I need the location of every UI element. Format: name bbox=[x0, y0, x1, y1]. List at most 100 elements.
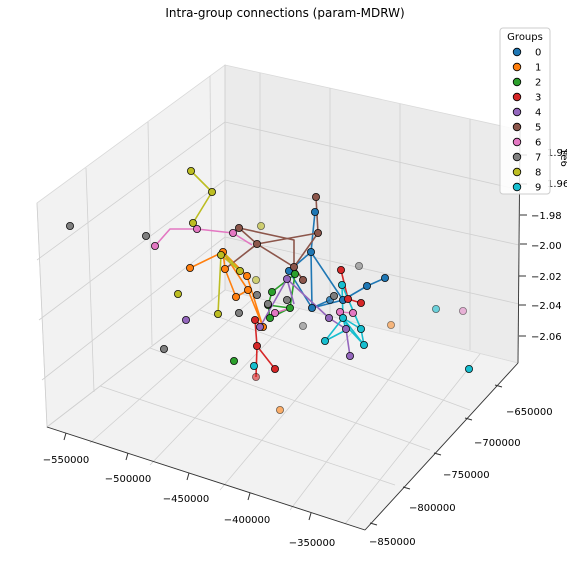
edge-group-1 bbox=[222, 251, 264, 328]
y-tick-label: −800000 bbox=[409, 503, 456, 514]
gridline bbox=[36, 202, 48, 428]
point-group-5 bbox=[289, 262, 298, 271]
z-axis-ticks: 1.94 1.96 −1.98 −2.00 −2.02 −2.04 −2.06 … bbox=[519, 148, 567, 343]
edge-group-0 bbox=[310, 251, 386, 301]
point-group-7 bbox=[263, 299, 272, 308]
edge-group-5 bbox=[224, 243, 258, 270]
y-tick-mark bbox=[433, 452, 442, 456]
y-axis-ticks: −650000 −700000 −750000 −800000 −850000 bbox=[369, 384, 553, 548]
point-group-9 bbox=[320, 336, 329, 345]
y-tick-label: −700000 bbox=[474, 438, 521, 449]
point-group-3 bbox=[270, 364, 279, 373]
point-group-7 bbox=[252, 290, 261, 299]
legend-marker-9 bbox=[512, 182, 522, 192]
y-axis-line bbox=[364, 362, 519, 531]
point-group-1 bbox=[243, 285, 252, 294]
point-group-4 bbox=[341, 324, 350, 333]
point-group-9 bbox=[338, 313, 347, 322]
edge-group-4 bbox=[286, 278, 351, 357]
legend-marker-0 bbox=[512, 47, 522, 57]
y-tick-label: −850000 bbox=[369, 537, 416, 548]
legend[interactable]: Groups 0 1 2 3 4 5 6 7 8 9 bbox=[499, 27, 551, 195]
z-tick-label: −2.00 bbox=[531, 241, 562, 252]
point-group-3 bbox=[251, 372, 260, 381]
point-group-2 bbox=[267, 287, 276, 296]
point-group-3 bbox=[356, 298, 365, 307]
point-group-5 bbox=[311, 192, 320, 201]
point-group-1 bbox=[275, 405, 284, 414]
point-group-6 bbox=[228, 228, 237, 237]
x-tick-mark bbox=[186, 472, 190, 481]
point-group-2 bbox=[265, 313, 274, 322]
x-tick-mark bbox=[247, 492, 251, 501]
gridline bbox=[85, 167, 95, 393]
edge-group-5 bbox=[238, 227, 295, 267]
legend-frame bbox=[499, 27, 551, 195]
legend-marker-2 bbox=[512, 77, 522, 87]
legend-marker-3 bbox=[512, 92, 522, 102]
point-group-5 bbox=[298, 275, 307, 284]
y-tick-mark bbox=[369, 522, 378, 526]
point-group-0 bbox=[306, 247, 315, 256]
edge-group-4 bbox=[286, 278, 295, 305]
edge-group-4 bbox=[259, 278, 288, 328]
point-group-2 bbox=[285, 303, 294, 312]
gridline bbox=[46, 289, 226, 428]
edge-group-8 bbox=[217, 254, 222, 315]
point-group-7 bbox=[234, 308, 243, 317]
point-group-4 bbox=[181, 315, 190, 324]
point-group-1 bbox=[242, 271, 251, 280]
z-tick-label: 1.96 bbox=[547, 179, 567, 190]
point-group-8 bbox=[235, 266, 244, 275]
gridline bbox=[209, 75, 213, 301]
edge-group-8 bbox=[222, 251, 241, 272]
point-group-9 bbox=[337, 280, 346, 289]
z-tick-label: −2.02 bbox=[531, 272, 562, 283]
point-group-4 bbox=[345, 351, 354, 360]
point-group-7 bbox=[329, 291, 338, 300]
x-tick-label: −550000 bbox=[43, 455, 90, 466]
z-tick-label: 1.94 bbox=[547, 148, 567, 159]
legend-label-0: 0 bbox=[535, 48, 541, 59]
point-group-2 bbox=[229, 356, 238, 365]
gridline bbox=[149, 307, 301, 466]
x-axis-line bbox=[46, 426, 366, 531]
point-group-8 bbox=[207, 187, 216, 196]
point-group-9 bbox=[249, 361, 258, 370]
gridline bbox=[149, 347, 431, 451]
point-group-5 bbox=[234, 223, 243, 232]
point-group-8 bbox=[173, 289, 182, 298]
gridline bbox=[38, 179, 226, 321]
point-group-0 bbox=[380, 273, 389, 282]
z-tick-label: −2.06 bbox=[531, 332, 562, 343]
point-group-1 bbox=[185, 263, 194, 272]
gridline bbox=[199, 309, 471, 411]
point-group-4 bbox=[282, 274, 291, 283]
z-tick-label: −1.98 bbox=[531, 211, 562, 222]
x-tick-mark bbox=[125, 452, 129, 461]
gridline bbox=[89, 296, 256, 444]
legend-label-8: 8 bbox=[535, 168, 541, 179]
gridline bbox=[147, 121, 153, 346]
point-group-2 bbox=[290, 269, 299, 278]
gridline bbox=[224, 179, 520, 246]
y-tick-mark bbox=[494, 384, 503, 388]
edge-group-9 bbox=[341, 284, 362, 330]
point-group-6 bbox=[458, 306, 467, 315]
point-group-5 bbox=[252, 239, 261, 248]
point-group-6 bbox=[348, 308, 357, 317]
x-tick-label: −500000 bbox=[105, 474, 152, 485]
point-group-7 bbox=[159, 344, 168, 353]
point-group-3 bbox=[343, 294, 352, 303]
point-group-1 bbox=[220, 264, 229, 273]
point-group-9 bbox=[464, 364, 473, 373]
point-group-5 bbox=[313, 228, 322, 237]
y-tick-mark bbox=[402, 486, 411, 490]
gridline bbox=[224, 236, 520, 305]
legend-marker-1 bbox=[512, 62, 522, 72]
point-group-6 bbox=[192, 224, 201, 233]
point-group-9 bbox=[356, 324, 365, 333]
point-group-9 bbox=[431, 304, 440, 313]
legend-marker-7 bbox=[512, 152, 522, 162]
